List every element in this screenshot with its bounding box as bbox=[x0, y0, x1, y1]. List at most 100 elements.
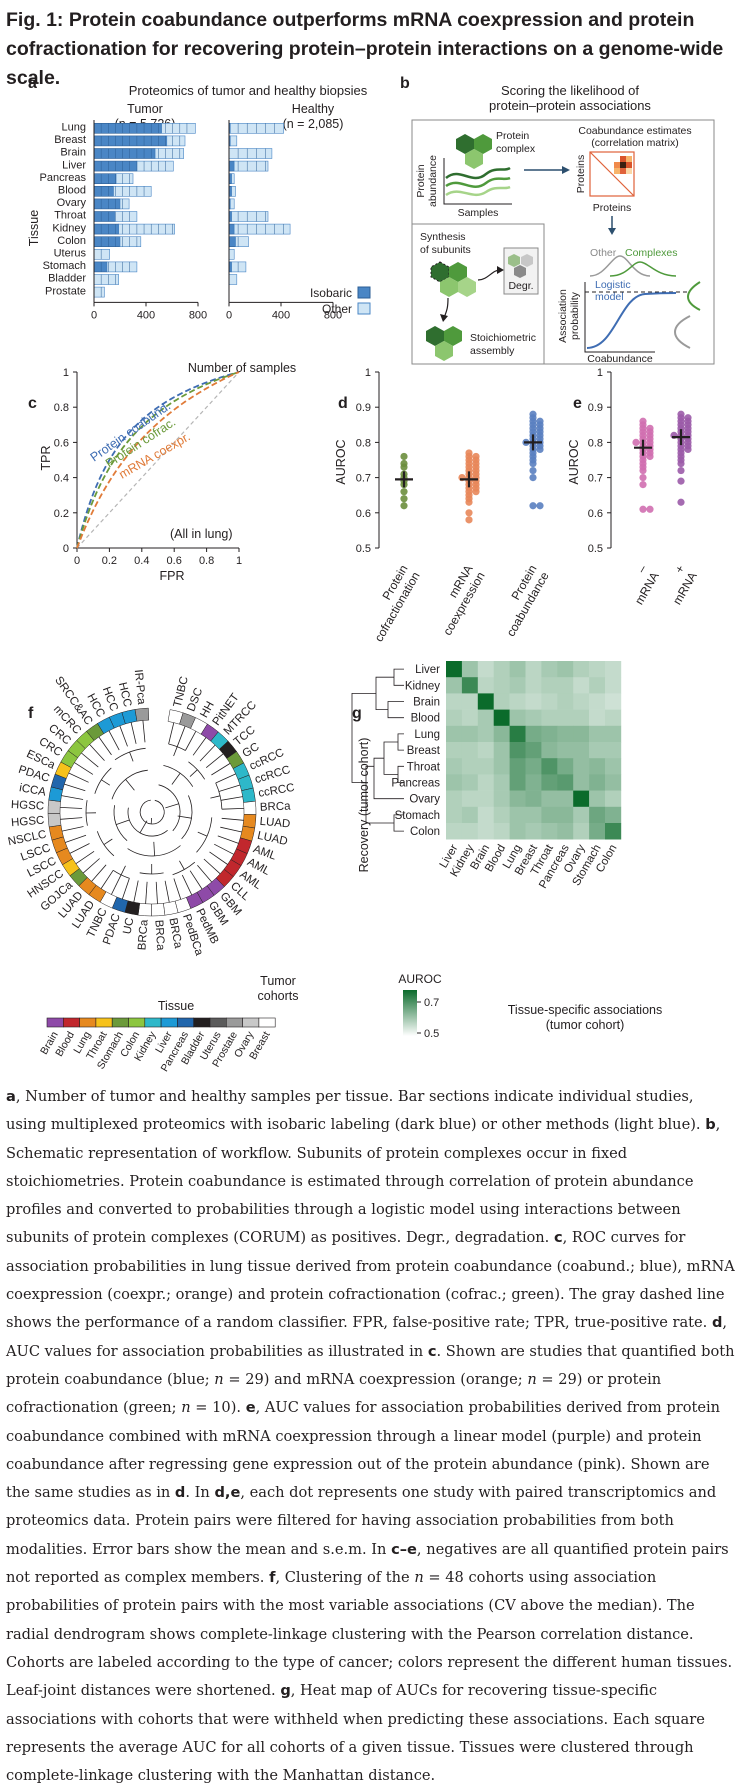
bar-other-tumor-breast bbox=[167, 136, 185, 146]
tissue-swatch-kidney bbox=[145, 1018, 161, 1027]
dendrogram-stem-16 bbox=[165, 804, 178, 808]
matrix-y-label: Proteins bbox=[575, 155, 587, 194]
caption-text-d3: = 29) and mRNA coexpression (orange; bbox=[224, 1371, 528, 1388]
panel-a-x-label: Number of samples bbox=[188, 361, 296, 375]
coabundance-axis-label: Coabundance bbox=[587, 353, 653, 365]
heatmap-cell-lung-pancreas bbox=[557, 726, 573, 743]
auroc-scale-tick-high-label: 0.7 bbox=[424, 997, 439, 1009]
dendrogram-leaf-branch bbox=[146, 882, 148, 904]
tissue-label-throat: Throat bbox=[54, 210, 86, 222]
figure-caption: a, Number of tumor and healthy samples p… bbox=[6, 1083, 736, 1790]
dendrogram-leaf-branch bbox=[156, 882, 157, 904]
dendrogram-leaf-branch bbox=[90, 744, 105, 760]
heatmap-row-label-stomach: Stomach bbox=[395, 810, 440, 822]
dendrogram-leaf-branch bbox=[222, 808, 244, 809]
tissue-swatch-brain bbox=[47, 1018, 63, 1027]
heatmap-row-label-blood: Blood bbox=[411, 713, 440, 725]
bar-isobaric-healthy-kidney bbox=[229, 224, 234, 234]
heatmap-cell-throat-throat bbox=[541, 758, 557, 775]
bar-other-tumor-throat bbox=[115, 212, 137, 222]
panel-d-category-label-1: mRNAcoexpression bbox=[428, 563, 488, 638]
heatmap-cell-pancreas-ovary bbox=[573, 774, 589, 791]
panel-d-dot-2 bbox=[529, 460, 536, 467]
heatmap-cell-lung-blood bbox=[494, 726, 510, 743]
tissue-swatch-throat bbox=[96, 1018, 112, 1027]
heatmap-cell-pancreas-stomach bbox=[589, 774, 605, 791]
heatmap-cell-breast-pancreas bbox=[557, 742, 573, 759]
heatmap-cell-stomach-ovary bbox=[573, 807, 589, 824]
dendrogram-leaf-branch bbox=[122, 878, 129, 899]
dendrogram-leaf-branch bbox=[62, 827, 84, 832]
panel-c-x-tick-label: 0.6 bbox=[167, 555, 182, 567]
heatmap-dendrogram-branch-8 bbox=[376, 677, 394, 709]
legend-other-label: Other bbox=[322, 302, 352, 316]
heatmap-cell-kidney-ovary bbox=[573, 677, 589, 694]
bar-other-healthy-uterus bbox=[229, 249, 234, 259]
heatmap-cell-throat-stomach bbox=[589, 758, 605, 775]
heatmap-cell-lung-throat bbox=[541, 726, 557, 743]
legend-isobaric-label: Isobaric bbox=[310, 286, 352, 300]
tissue-swatch-breast bbox=[259, 1018, 275, 1027]
heatmap-cell-brain-pancreas bbox=[557, 693, 573, 710]
degradation-arrow bbox=[478, 270, 500, 280]
assembly-arrow bbox=[444, 298, 448, 318]
caption-text-a: , Number of tumor and healthy samples pe… bbox=[6, 1088, 705, 1133]
tumor-cohorts-label-2: cohorts bbox=[258, 989, 299, 1003]
bar-isobaric-tumor-breast bbox=[94, 136, 167, 146]
heatmap-cell-lung-stomach bbox=[589, 726, 605, 743]
panel-e-y-tick-label: 1 bbox=[597, 367, 603, 379]
panel-b-title-line2: protein–protein associations bbox=[489, 98, 651, 113]
cohort-label-34: HGSC bbox=[11, 815, 45, 830]
dendrogram-leaf-branch bbox=[193, 738, 206, 756]
dendrogram-leaf-branch bbox=[76, 851, 94, 863]
caption-n3: n bbox=[181, 1399, 190, 1416]
bar-other-tumor-colon bbox=[120, 237, 141, 247]
cohort-label-9: ccRCC bbox=[257, 782, 295, 800]
protein-abundance-label-1: Protein bbox=[415, 164, 427, 197]
cohort-label-21: BRCa bbox=[166, 917, 184, 950]
heatmap-cell-colon-pancreas bbox=[557, 823, 573, 840]
panel-e-auroc-chart: AUROC 0.50.60.70.80.91–mRNA+mRNA bbox=[567, 367, 700, 607]
heatmap-cell-stomach-liver bbox=[446, 807, 462, 824]
logistic-label-2: model bbox=[595, 291, 624, 303]
heatmap-cell-liver-breast bbox=[526, 661, 542, 678]
dendrogram-stem-3 bbox=[198, 832, 207, 836]
heatmap-cell-colon-liver bbox=[446, 823, 462, 840]
heatmap-cell-breast-colon bbox=[605, 742, 621, 759]
dendrogram-leaf-branch bbox=[83, 859, 99, 874]
tissue-label-breast: Breast bbox=[54, 134, 86, 146]
panel-e-dot-1 bbox=[677, 478, 684, 485]
caption-ref-de: d,e bbox=[214, 1484, 240, 1501]
dendrogram-stem-10 bbox=[130, 752, 134, 761]
panel-d-dot-1 bbox=[465, 509, 472, 516]
cohort-label-36: iCCA bbox=[18, 782, 47, 799]
heatmap-cell-kidney-kidney bbox=[462, 677, 478, 694]
heatmap-cell-breast-kidney bbox=[462, 742, 478, 759]
tissue-ring-segment-23 bbox=[138, 903, 151, 916]
heatmap-cell-kidney-lung bbox=[510, 677, 526, 694]
dendrogram-leaf-branch bbox=[177, 726, 185, 747]
heatmap-cell-blood-kidney bbox=[462, 710, 478, 727]
panel-e-y-tick-label: 0.5 bbox=[588, 543, 603, 555]
panel-d-dot-2 bbox=[536, 446, 543, 453]
heatmap-cell-breast-liver bbox=[446, 742, 462, 759]
heatmap-cell-liver-colon bbox=[605, 661, 621, 678]
heatmap-cell-colon-throat bbox=[541, 823, 557, 840]
panel-c-y-tick-label: 0.4 bbox=[54, 473, 69, 485]
heatmap-cell-colon-breast bbox=[526, 823, 542, 840]
panel-e-dot-0 bbox=[646, 453, 653, 460]
tissue-ring-segment-9 bbox=[242, 788, 256, 803]
dendrogram-leaf-branch bbox=[99, 737, 112, 755]
panel-e-y-label: AUROC bbox=[567, 439, 581, 484]
bar-isobaric-tumor-pancreas bbox=[94, 174, 116, 184]
heatmap-cell-kidney-brain bbox=[478, 677, 494, 694]
dendrogram-leaf-branch bbox=[200, 745, 215, 761]
heatmap-cell-blood-brain bbox=[478, 710, 494, 727]
heatmap-cell-breast-blood bbox=[494, 742, 510, 759]
dendrogram-leaf-branch bbox=[214, 844, 234, 854]
dendrogram-leaf-branch bbox=[197, 865, 211, 882]
heatmap-row-label-ovary: Ovary bbox=[409, 794, 440, 806]
heatmap-cell-brain-ovary bbox=[573, 693, 589, 710]
caption-text-d5: = 10). bbox=[191, 1399, 246, 1416]
other-label: Other bbox=[590, 247, 617, 259]
